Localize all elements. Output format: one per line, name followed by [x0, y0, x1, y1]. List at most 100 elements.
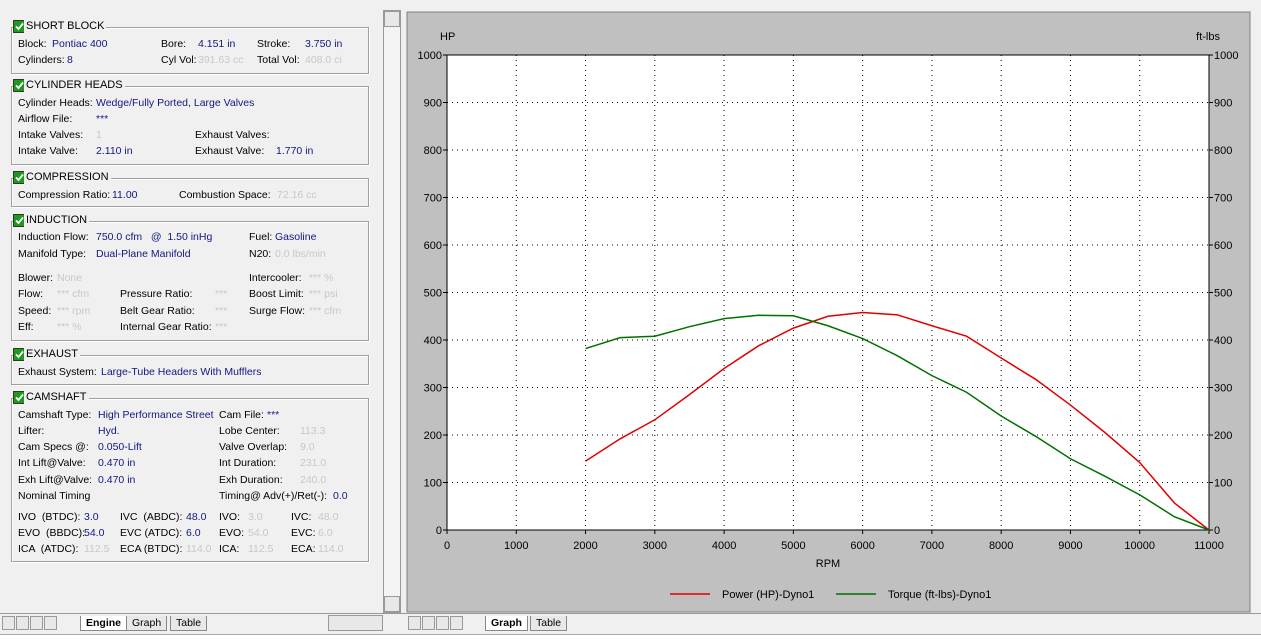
- field-value: 3.750 in: [305, 38, 343, 50]
- engine-panel: SHORT BLOCK Block: Pontiac 400 Bore: 4.151 i…: [0, 10, 384, 613]
- field-label: EVC:: [291, 527, 316, 539]
- tab[interactable]: Engine: [80, 616, 128, 631]
- field-label: Speed:: [18, 305, 52, 317]
- field-label: Total Vol:: [257, 54, 300, 66]
- field-value: High Performance Street: [98, 409, 214, 421]
- field-value: 0.470 in: [98, 457, 136, 469]
- section-title: SHORT BLOCK: [24, 19, 107, 33]
- field-value: ***: [96, 113, 109, 125]
- field-label: Airflow File:: [18, 113, 73, 125]
- field-value: 54.0: [84, 527, 105, 539]
- group-box: [11, 355, 369, 385]
- field-label: Intake Valves:: [18, 129, 84, 141]
- y2-tick-label: 0: [1214, 525, 1220, 537]
- scroll-down[interactable]: [384, 596, 400, 612]
- nav-button[interactable]: [450, 616, 463, 630]
- field-label: Cyl Vol:: [161, 54, 197, 66]
- field-value: 6.0: [186, 527, 201, 539]
- field-label: IVO:: [219, 511, 241, 523]
- field-value: *** rpm: [57, 305, 91, 317]
- scrollbar[interactable]: [383, 10, 401, 613]
- field-value: 72.16 cc: [277, 189, 317, 201]
- nav-button[interactable]: [16, 616, 29, 630]
- field-value: 113.3: [300, 425, 326, 437]
- x-tick-label: 9000: [1058, 540, 1082, 552]
- y2-tick-label: 700: [1214, 193, 1232, 205]
- y2-axis-label: ft-lbs: [1196, 31, 1220, 43]
- y-tick-label: 500: [424, 288, 442, 300]
- x-tick-label: 0: [444, 540, 450, 552]
- field-value: 8: [67, 54, 73, 66]
- y-tick-label: 300: [424, 383, 442, 395]
- field-value: Large-Tube Headers With Mufflers: [101, 366, 262, 378]
- field-value: 750.0 cfm @ 1.50 inHg: [96, 231, 213, 243]
- field-value: 114.0: [318, 543, 344, 555]
- field-label: N20:: [249, 248, 272, 260]
- field-label: ICA (ATDC):: [18, 543, 79, 555]
- nav-button[interactable]: [2, 616, 15, 630]
- x-tick-label: 11000: [1194, 540, 1224, 552]
- legend-label: Power (HP)-Dyno1: [722, 589, 814, 601]
- field-label: Manifold Type:: [18, 248, 87, 260]
- nav-button[interactable]: [44, 616, 57, 630]
- field-value: Hyd.: [98, 425, 120, 437]
- field-label: Internal Gear Ratio:: [120, 321, 212, 333]
- field-label: Bore:: [161, 38, 187, 50]
- section-checkbox[interactable]: [13, 391, 26, 404]
- tab[interactable]: Graph: [126, 616, 168, 631]
- field-value: 48.0: [318, 511, 339, 523]
- x-tick-label: 6000: [850, 540, 874, 552]
- field-label: Nominal Timing: [18, 490, 91, 502]
- y2-tick-label: 1000: [1214, 50, 1238, 62]
- field-value: *** cfm: [309, 305, 342, 317]
- field-label: ICA:: [219, 543, 240, 555]
- field-label: Exh Lift@Valve:: [18, 474, 93, 486]
- nav-button[interactable]: [30, 616, 43, 630]
- field-value: 112.5: [248, 543, 274, 555]
- field-value: 112.5: [84, 543, 110, 555]
- tab[interactable]: Table: [170, 616, 208, 631]
- y2-tick-label: 200: [1214, 430, 1232, 442]
- tab[interactable]: Table: [530, 616, 568, 631]
- nav-button[interactable]: [408, 616, 421, 630]
- field-label: EVC (ATDC):: [120, 527, 183, 539]
- x-tick-label: 10000: [1124, 540, 1155, 552]
- nav-button[interactable]: [422, 616, 435, 630]
- field-label: Induction Flow:: [18, 231, 89, 243]
- tab[interactable]: Graph: [485, 616, 528, 631]
- field-label: Int Lift@Valve:: [18, 457, 86, 469]
- field-label: ECA:: [291, 543, 316, 555]
- y-tick-label: 800: [424, 145, 442, 157]
- field-label: Blower:: [18, 272, 54, 284]
- series-line: [585, 311, 1210, 531]
- field-value: 240.0: [300, 474, 327, 486]
- field-label: Belt Gear Ratio:: [120, 305, 195, 317]
- scroll-up[interactable]: [384, 11, 400, 27]
- section-title: INDUCTION: [24, 213, 90, 227]
- y2-tick-label: 900: [1214, 98, 1232, 110]
- field-value: Dual-Plane Manifold: [96, 248, 191, 260]
- series-line: [585, 314, 1210, 531]
- h-scroll[interactable]: [328, 615, 383, 631]
- y-tick-label: 600: [424, 240, 442, 252]
- field-label: Valve Overlap:: [219, 441, 288, 453]
- field-label: Camshaft Type:: [18, 409, 92, 421]
- nav-button[interactable]: [436, 616, 449, 630]
- field-value: 1.770 in: [276, 145, 314, 157]
- y-tick-label: 1000: [418, 50, 442, 62]
- field-label: IVO (BTDC):: [18, 511, 81, 523]
- section-checkbox[interactable]: [13, 79, 26, 92]
- tab-bar: [0, 613, 1261, 634]
- field-value: 9.0: [300, 441, 315, 453]
- section-title: COMPRESSION: [24, 170, 111, 184]
- field-value: Wedge/Fully Ported, Large Valves: [96, 97, 255, 109]
- field-label: Fuel:: [249, 231, 273, 243]
- field-value: 231.0: [300, 457, 327, 469]
- y2-tick-label: 600: [1214, 240, 1232, 252]
- y2-tick-label: 300: [1214, 383, 1232, 395]
- field-value: 0.0 lbs/min: [275, 248, 326, 260]
- field-value: 0.050-Lift: [98, 441, 142, 453]
- group-box: [11, 221, 369, 341]
- legend-label: Torque (ft-lbs)-Dyno1: [888, 589, 991, 601]
